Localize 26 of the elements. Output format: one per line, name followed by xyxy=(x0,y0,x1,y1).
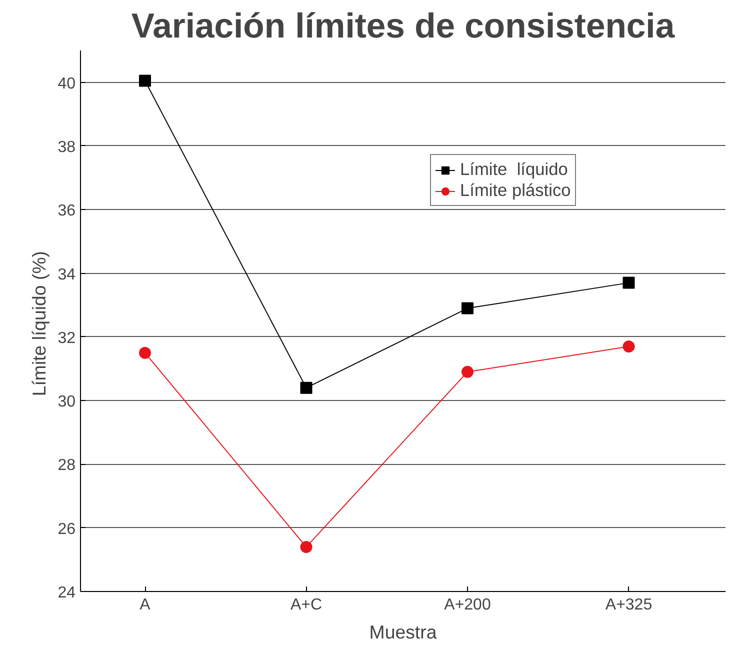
y-tick-label: 32 xyxy=(58,330,76,347)
x-tick-label: A xyxy=(140,596,151,614)
point xyxy=(462,366,474,378)
x-tick-label: A+325 xyxy=(605,596,652,614)
y-axis-title: Límite líquido (%) xyxy=(28,251,50,396)
point xyxy=(300,382,312,394)
y-tick-label: 30 xyxy=(58,394,76,411)
y-tick-label: 38 xyxy=(58,138,76,156)
point xyxy=(300,540,312,553)
legend-label: Límite plástico xyxy=(460,180,571,201)
point xyxy=(462,302,474,314)
x-tick-label: A+200 xyxy=(444,596,491,614)
y-tick-label: 26 xyxy=(58,520,76,538)
point xyxy=(139,346,151,359)
x-tick-label: A+C xyxy=(290,596,322,614)
chart-title: Variación límites de consistencia xyxy=(131,8,676,46)
x-axis-title: Muestra xyxy=(369,622,438,642)
y-tick-label: 40 xyxy=(58,75,76,92)
y-tick-label: 36 xyxy=(58,202,76,220)
legend-label: Límite líquido xyxy=(460,159,568,180)
y-tick-label: 28 xyxy=(58,457,76,474)
y-tick-label: 34 xyxy=(58,266,76,284)
y-tick-label: 24 xyxy=(58,584,76,602)
point xyxy=(622,340,635,352)
point xyxy=(622,276,635,289)
point xyxy=(139,74,151,87)
